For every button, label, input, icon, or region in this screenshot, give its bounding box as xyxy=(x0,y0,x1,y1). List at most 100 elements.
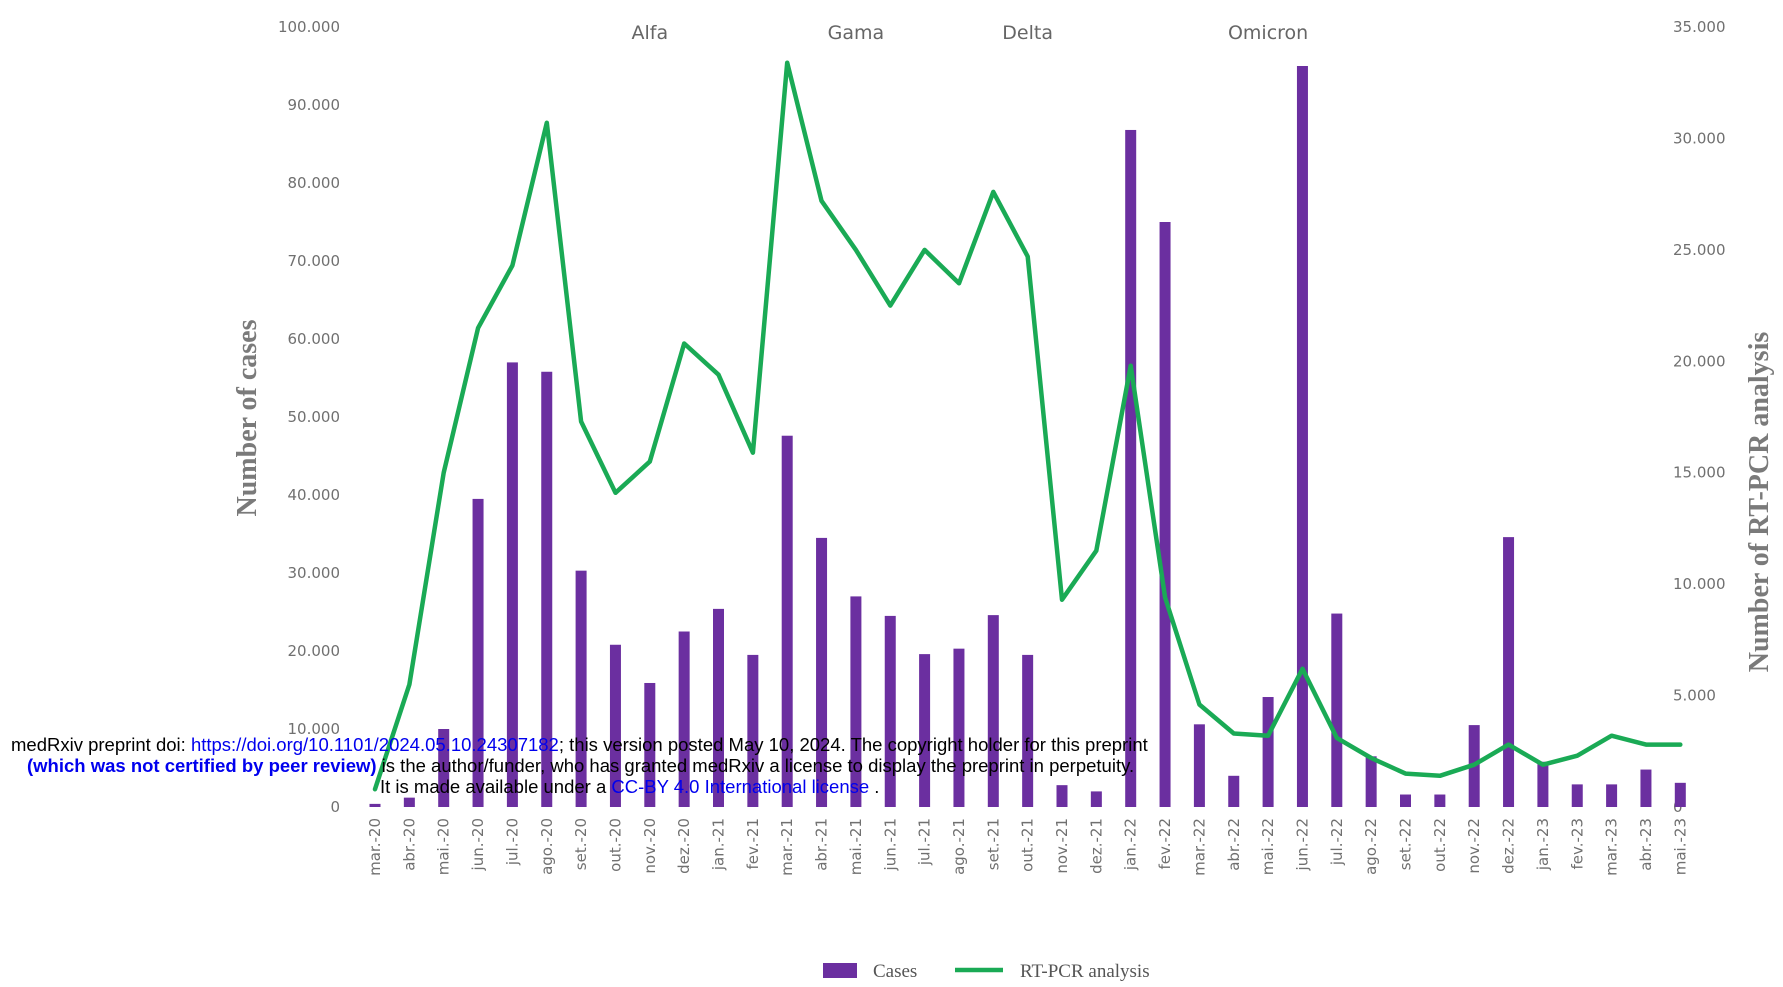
cases-bar-out-20 xyxy=(609,644,621,807)
x-tick-label-ago-20: ago.-20 xyxy=(538,818,556,875)
cases-bar-jul-20 xyxy=(506,362,518,807)
x-tick-label-jul-21: jul.-21 xyxy=(916,818,934,866)
cases-bar-jan-22 xyxy=(1125,129,1137,807)
left-tick-label: 100.000 xyxy=(278,18,340,36)
x-tick-label-nov-20: nov.-20 xyxy=(641,818,659,874)
variant-label-delta: Delta xyxy=(1002,22,1053,44)
banner-line3-suffix: . xyxy=(869,776,880,797)
left-tick-label: 20.000 xyxy=(288,642,341,660)
x-tick-label-fev-23: fev.-23 xyxy=(1568,818,1586,870)
variant-label-alfa: Alfa xyxy=(631,22,668,44)
cases-bar-mai-21 xyxy=(850,596,862,807)
x-tick-label-out-21: out.-21 xyxy=(1019,818,1037,872)
left-tick-label: 60.000 xyxy=(288,330,341,348)
cases-bar-ago-22 xyxy=(1365,756,1377,807)
cases-bar-mai-23 xyxy=(1674,782,1686,807)
cases-bar-nov-21 xyxy=(1056,785,1068,807)
right-tick-label: 15.000 xyxy=(1673,464,1726,482)
cases-bar-jul-22 xyxy=(1331,613,1343,807)
x-tick-label-jul-20: jul.-20 xyxy=(503,818,521,866)
left-tick-label: 40.000 xyxy=(288,486,341,504)
cases-bar-set-21 xyxy=(987,615,999,807)
banner-line1-suffix: ; this version posted May 10, 2024. The … xyxy=(558,734,1148,755)
cases-bar-jul-21 xyxy=(919,654,931,807)
cases-bar-jun-21 xyxy=(884,615,896,807)
x-tick-label-set-22: set.-22 xyxy=(1397,818,1415,870)
left-axis-title: Number of cases xyxy=(232,319,263,516)
legend-cases-label: Cases xyxy=(873,961,917,982)
legend: Cases RT-PCR analysis xyxy=(823,961,1150,982)
cases-bar-abr-20 xyxy=(403,797,415,807)
cases-bar-dez-22 xyxy=(1503,537,1515,807)
cases-bar-mai-20 xyxy=(438,729,450,807)
x-tick-label-jan-21: jan.-21 xyxy=(710,818,728,871)
x-tick-label-jun-20: jun.-20 xyxy=(469,818,487,871)
x-tick-label-mar-23: mar.-23 xyxy=(1603,818,1621,876)
banner-peer-review-note: (which was not certified by peer review) xyxy=(27,755,377,776)
x-axis-ticks: mar.-20 abr.-20 mai.-20 jun.-20 jul.-20 ago.-… xyxy=(366,818,1689,876)
right-tick-label: 10.000 xyxy=(1673,575,1726,593)
cases-bar-mai-22 xyxy=(1262,697,1274,807)
cases-bar-mar-21 xyxy=(781,435,793,807)
cases-bar-out-22 xyxy=(1434,794,1446,807)
doi-link[interactable]: https://doi.org/10.1101/2024.05.10.24307… xyxy=(190,734,559,755)
left-tick-label: 80.000 xyxy=(288,174,341,192)
variant-label-gama: Gama xyxy=(828,22,885,44)
variant-annotations: Alfa Gama Delta Omicron xyxy=(631,22,1308,44)
cases-bar-jun-20 xyxy=(472,498,484,807)
cases-bar-jan-23 xyxy=(1537,761,1549,807)
x-tick-label-abr-21: abr.-21 xyxy=(813,818,831,871)
x-tick-label-nov-22: nov.-22 xyxy=(1465,818,1483,874)
banner-line-1: medRxiv preprint doi: https://doi.org/10… xyxy=(11,734,1148,755)
x-tick-label-set-20: set.-20 xyxy=(572,818,590,870)
right-tick-label: 35.000 xyxy=(1673,18,1726,36)
x-tick-label-mai-20: mai.-20 xyxy=(435,818,453,875)
cases-bar-set-22 xyxy=(1400,794,1411,807)
x-tick-label-mar-21: mar.-21 xyxy=(778,818,796,876)
cases-bar-jan-21 xyxy=(713,608,724,807)
x-tick-label-ago-22: ago.-22 xyxy=(1362,818,1380,875)
banner-prefix: medRxiv preprint doi: xyxy=(11,734,191,755)
right-tick-label: 25.000 xyxy=(1673,241,1726,259)
cases-bar-jun-22 xyxy=(1296,66,1308,807)
x-tick-label-jan-23: jan.-23 xyxy=(1534,818,1552,871)
cases-bars xyxy=(369,66,1686,807)
banner-line3-prefix: It is made available under a xyxy=(380,776,612,797)
cases-bar-abr-22 xyxy=(1228,775,1240,807)
cases-bar-ago-21 xyxy=(953,648,965,807)
legend-cases-swatch xyxy=(823,963,857,978)
cases-bar-nov-20 xyxy=(644,682,656,807)
banner-line-2: (which was not certified by peer review)… xyxy=(27,755,1134,776)
x-tick-label-fev-22: fev.-22 xyxy=(1156,818,1174,870)
legend-rtpcr-label: RT-PCR analysis xyxy=(1020,961,1150,982)
right-tick-label: 30.000 xyxy=(1673,129,1726,147)
cases-bar-fev-21 xyxy=(747,654,759,807)
banner-line2-rest: is the author/funder, who has granted me… xyxy=(376,755,1135,776)
x-tick-label-dez-21: dez.-21 xyxy=(1087,818,1105,874)
right-axis-title: Number of RT-PCR analysis xyxy=(1744,332,1775,673)
preprint-banner: medRxiv preprint doi: https://doi.org/10… xyxy=(0,734,1783,798)
x-tick-label-ago-21: ago.-21 xyxy=(950,818,968,875)
x-tick-label-abr-22: abr.-22 xyxy=(1225,818,1243,871)
left-tick-label: 30.000 xyxy=(288,564,341,582)
cases-bar-mar-23 xyxy=(1606,784,1618,807)
license-link[interactable]: CC-BY 4.0 International license xyxy=(611,776,870,797)
x-tick-label-fev-21: fev.-21 xyxy=(744,818,762,870)
x-tick-label-abr-23: abr.-23 xyxy=(1637,818,1655,871)
cases-bar-fev-22 xyxy=(1159,222,1171,807)
left-tick-label: 90.000 xyxy=(288,96,341,114)
cases-bar-ago-20 xyxy=(541,371,553,807)
left-tick-label: 0 xyxy=(330,798,340,816)
x-tick-label-mar-20: mar.-20 xyxy=(366,818,384,876)
right-tick-label: 20.000 xyxy=(1673,352,1726,370)
x-tick-label-abr-20: abr.-20 xyxy=(400,818,418,871)
x-tick-label-jun-22: jun.-22 xyxy=(1293,818,1311,871)
banner-line-3: It is made available under a CC-BY 4.0 I… xyxy=(380,776,879,797)
x-tick-label-dez-22: dez.-22 xyxy=(1500,818,1518,874)
right-axis-ticks: 05.00010.00015.00020.00025.00030.00035.0… xyxy=(1673,18,1726,816)
x-tick-label-dez-20: dez.-20 xyxy=(675,818,693,874)
x-tick-label-mai-22: mai.-22 xyxy=(1259,818,1277,875)
x-tick-label-mar-22: mar.-22 xyxy=(1190,818,1208,876)
cases-bar-set-20 xyxy=(575,570,587,807)
